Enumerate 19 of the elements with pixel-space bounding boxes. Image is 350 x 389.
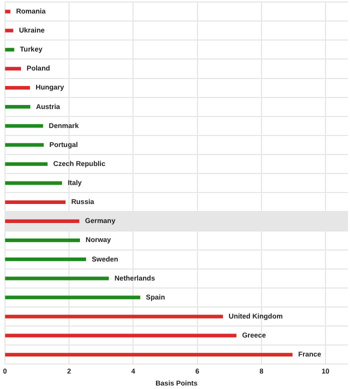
bar — [5, 48, 14, 52]
bar — [5, 162, 48, 166]
bar — [5, 276, 109, 280]
bar — [5, 352, 293, 356]
bar — [5, 28, 14, 32]
bar — [5, 105, 30, 109]
bar — [5, 219, 80, 224]
bar — [5, 10, 10, 14]
bar — [5, 258, 86, 262]
bar — [5, 200, 66, 204]
bar — [5, 296, 140, 300]
bar — [5, 314, 223, 318]
bar — [5, 238, 80, 242]
bar — [5, 86, 30, 90]
bar — [5, 124, 44, 128]
bar — [5, 66, 21, 71]
bar — [5, 181, 62, 185]
bar — [5, 143, 44, 147]
bar — [5, 334, 236, 338]
